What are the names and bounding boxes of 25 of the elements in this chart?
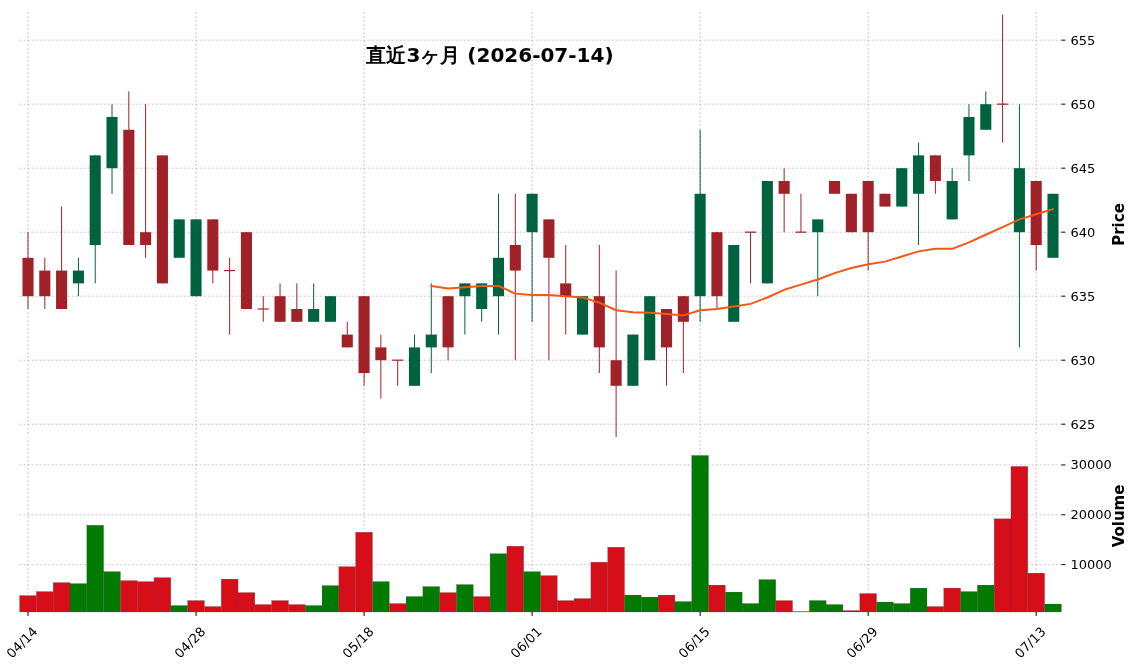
y-tick-label: 635 xyxy=(1070,288,1096,304)
candlestick xyxy=(560,244,572,336)
candlestick xyxy=(425,282,437,374)
candlestick xyxy=(308,282,320,323)
y-tick-label: 30000 xyxy=(1070,457,1112,473)
candlestick xyxy=(812,218,824,297)
candlestick xyxy=(778,167,790,233)
candlestick xyxy=(375,334,387,400)
candlestick xyxy=(72,257,84,297)
y-tick-label: 655 xyxy=(1070,32,1096,48)
y-tick-label: 630 xyxy=(1070,352,1096,368)
y-tick-label: 20000 xyxy=(1070,507,1112,523)
y-tick-label: 625 xyxy=(1070,416,1096,432)
y-tick-label: 10000 xyxy=(1070,557,1112,573)
candlestick xyxy=(341,321,353,348)
candlestick xyxy=(291,282,303,323)
candlestick xyxy=(257,295,270,323)
y-tick-label: 640 xyxy=(1070,224,1096,240)
text: 直近3ヶ月 (2026-07-14) xyxy=(365,43,614,67)
y-axis-title: Price xyxy=(1110,203,1129,246)
y-tick-label: 645 xyxy=(1070,160,1096,176)
line-series xyxy=(430,208,1054,317)
y-axis-title: Volume xyxy=(1110,484,1129,548)
y-tick-label: 650 xyxy=(1070,96,1096,112)
candlestick xyxy=(140,103,152,259)
